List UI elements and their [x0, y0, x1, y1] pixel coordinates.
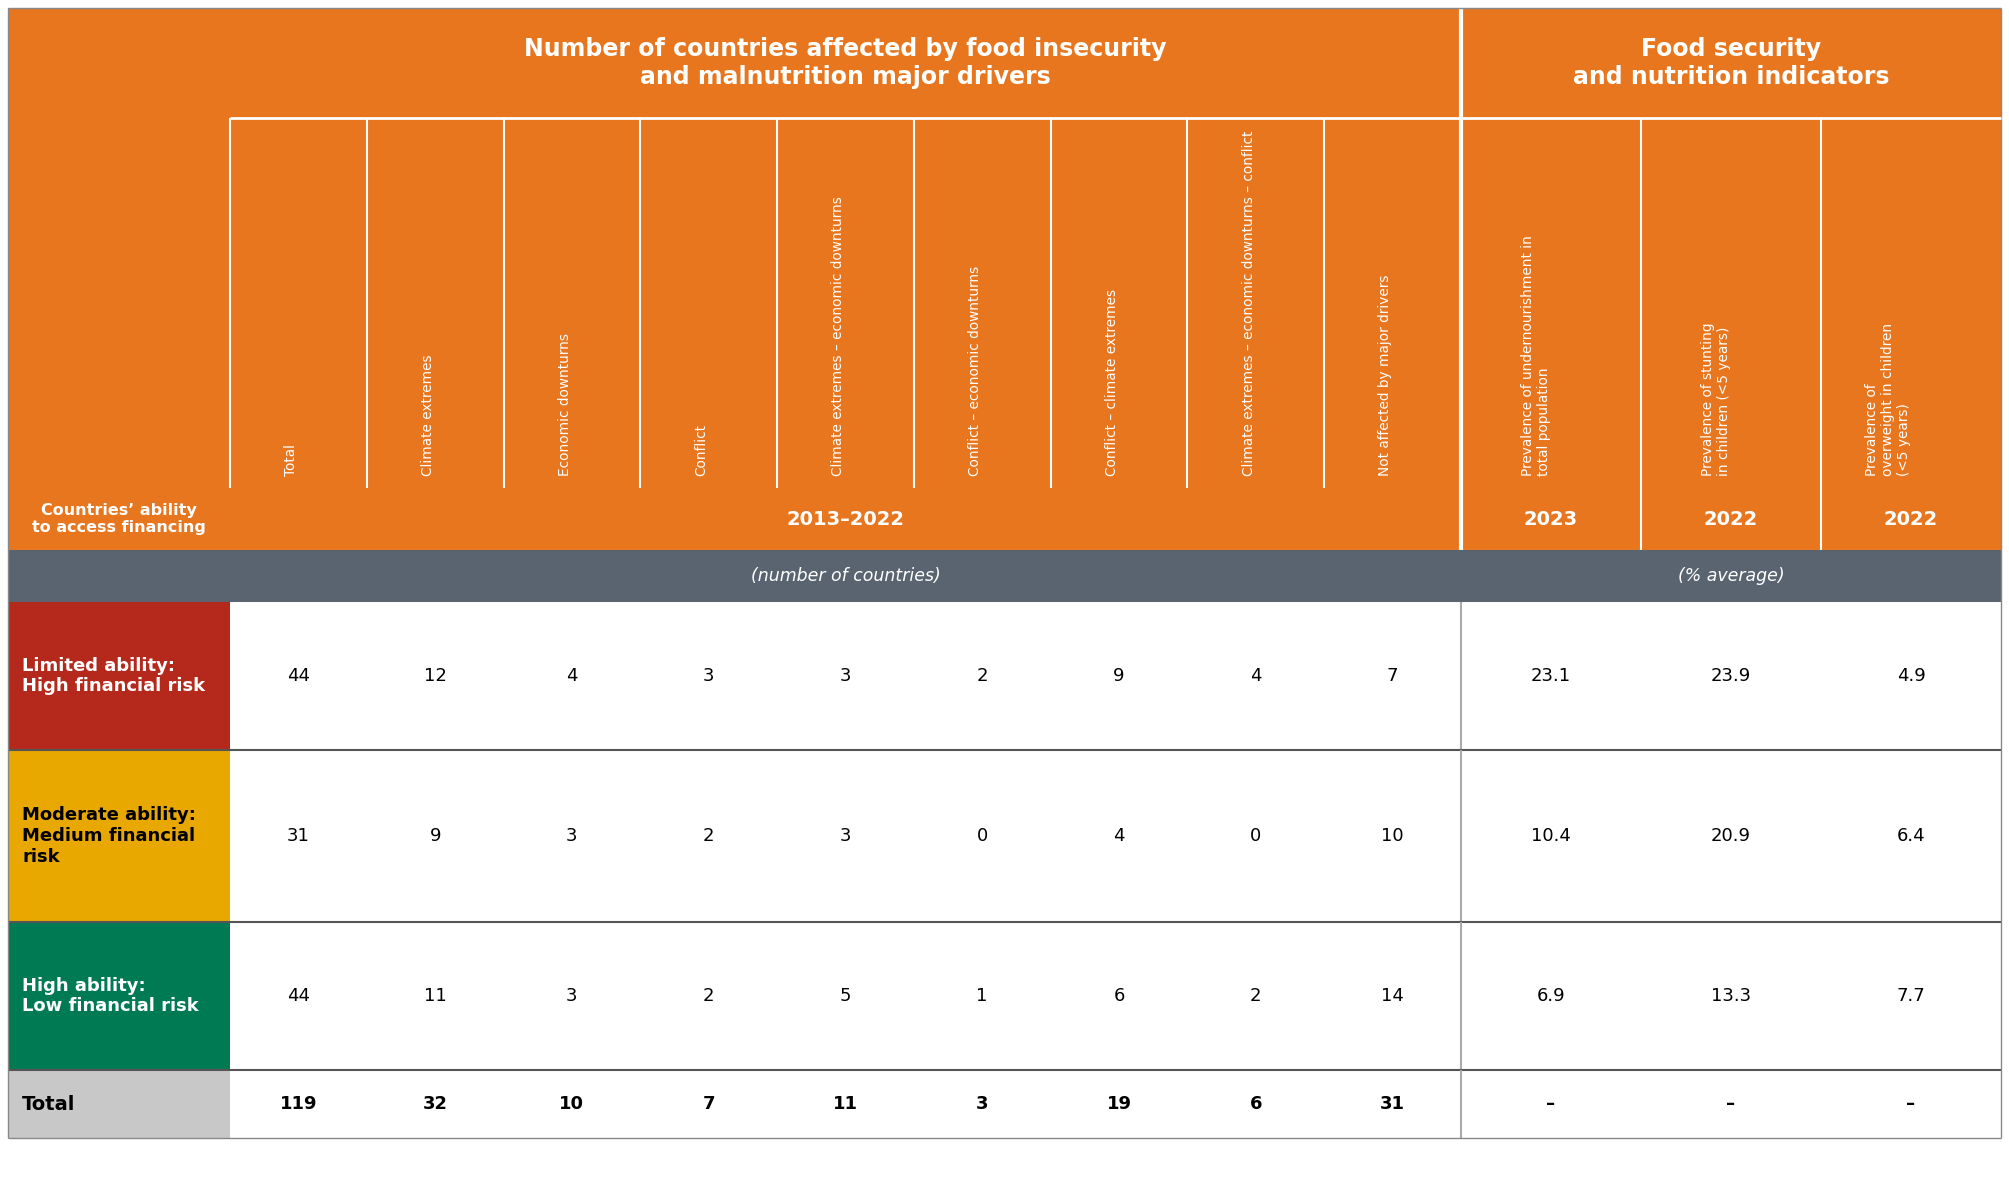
Text: 3: 3: [567, 987, 579, 1005]
Text: Conflict – economic downturns: Conflict – economic downturns: [968, 265, 982, 476]
Text: Prevalence of
overweight in children
(<5 years): Prevalence of overweight in children (<5…: [1864, 323, 1911, 476]
Text: 3: 3: [703, 667, 715, 685]
Text: 31: 31: [1380, 1095, 1404, 1113]
Text: 11: 11: [424, 987, 446, 1005]
Text: Countries’ ability
to access financing: Countries’ ability to access financing: [32, 503, 207, 535]
Bar: [229, 923, 2001, 1070]
Text: 1: 1: [976, 987, 988, 1005]
Text: 9: 9: [1113, 667, 1125, 685]
Text: 0: 0: [976, 827, 988, 845]
Text: 44: 44: [287, 667, 309, 685]
Text: Limited ability:
High financial risk: Limited ability: High financial risk: [22, 656, 205, 695]
Text: 19: 19: [1107, 1095, 1131, 1113]
Bar: [229, 602, 2001, 750]
Text: 3: 3: [840, 667, 852, 685]
Text: 119: 119: [279, 1095, 317, 1113]
Text: 2: 2: [1250, 987, 1262, 1005]
Text: 7.7: 7.7: [1896, 987, 1925, 1005]
Bar: [8, 602, 229, 750]
Text: Number of countries affected by food insecurity
and malnutrition major drivers: Number of countries affected by food ins…: [524, 37, 1167, 88]
Bar: [8, 550, 2001, 602]
Text: 2013–2022: 2013–2022: [786, 509, 904, 528]
Text: (% average): (% average): [1678, 566, 1784, 586]
Bar: [8, 8, 2001, 118]
Text: –: –: [1907, 1095, 1915, 1113]
Text: 4: 4: [1113, 827, 1125, 845]
Bar: [229, 1070, 2001, 1138]
Text: 31: 31: [287, 827, 309, 845]
Text: 2: 2: [703, 827, 715, 845]
Text: 23.9: 23.9: [1712, 667, 1752, 685]
Text: 3: 3: [976, 1095, 988, 1113]
Text: Economic downturns: Economic downturns: [559, 333, 573, 476]
Text: 4: 4: [1250, 667, 1262, 685]
Text: 32: 32: [422, 1095, 448, 1113]
Text: 0: 0: [1250, 827, 1262, 845]
Text: Prevalence of undernourishment in
total population: Prevalence of undernourishment in total …: [1521, 235, 1551, 476]
Text: Climate extremes: Climate extremes: [422, 355, 436, 476]
Text: Food security
and nutrition indicators: Food security and nutrition indicators: [1573, 37, 1888, 88]
Text: –: –: [1726, 1095, 1736, 1113]
Text: Prevalence of stunting
in children (<5 years): Prevalence of stunting in children (<5 y…: [1702, 323, 1732, 476]
Text: Total: Total: [22, 1095, 76, 1114]
Text: Conflict – climate extremes: Conflict – climate extremes: [1105, 289, 1119, 476]
Text: 7: 7: [703, 1095, 715, 1113]
Text: 10.4: 10.4: [1531, 827, 1571, 845]
Text: 2023: 2023: [1523, 509, 1577, 528]
Bar: [229, 750, 2001, 923]
Bar: [8, 750, 229, 923]
Text: 2: 2: [976, 667, 988, 685]
Text: 2022: 2022: [1884, 509, 1939, 528]
Text: 6: 6: [1113, 987, 1125, 1005]
Text: High ability:
Low financial risk: High ability: Low financial risk: [22, 976, 199, 1016]
Text: 3: 3: [567, 827, 579, 845]
Text: 6.4: 6.4: [1896, 827, 1925, 845]
Text: 5: 5: [840, 987, 852, 1005]
Text: –: –: [1547, 1095, 1555, 1113]
Text: 4: 4: [567, 667, 579, 685]
Text: Climate extremes – economic downturns: Climate extremes – economic downturns: [832, 196, 846, 476]
Bar: [8, 1070, 229, 1138]
Text: Not affected by major drivers: Not affected by major drivers: [1378, 275, 1392, 476]
Text: 9: 9: [430, 827, 440, 845]
Text: 14: 14: [1380, 987, 1404, 1005]
Text: Total: Total: [285, 445, 299, 476]
Bar: [8, 923, 229, 1070]
Text: 44: 44: [287, 987, 309, 1005]
Text: 10: 10: [1380, 827, 1404, 845]
Text: Climate extremes – economic downturns – conflict: Climate extremes – economic downturns – …: [1242, 130, 1256, 476]
Text: 12: 12: [424, 667, 446, 685]
Text: 6: 6: [1250, 1095, 1262, 1113]
Text: 10: 10: [559, 1095, 585, 1113]
Text: 2: 2: [703, 987, 715, 1005]
Text: 20.9: 20.9: [1712, 827, 1752, 845]
Text: 2022: 2022: [1704, 509, 1758, 528]
Text: Moderate ability:
Medium financial
risk: Moderate ability: Medium financial risk: [22, 807, 195, 866]
Bar: [8, 118, 2001, 488]
Text: 7: 7: [1386, 667, 1398, 685]
Text: 13.3: 13.3: [1712, 987, 1752, 1005]
Text: 11: 11: [834, 1095, 858, 1113]
Text: 6.9: 6.9: [1537, 987, 1565, 1005]
Text: Conflict: Conflict: [695, 424, 709, 476]
Text: 4.9: 4.9: [1896, 667, 1925, 685]
Text: (number of countries): (number of countries): [751, 566, 940, 586]
Text: 23.1: 23.1: [1531, 667, 1571, 685]
Bar: [8, 488, 2001, 550]
Text: 3: 3: [840, 827, 852, 845]
